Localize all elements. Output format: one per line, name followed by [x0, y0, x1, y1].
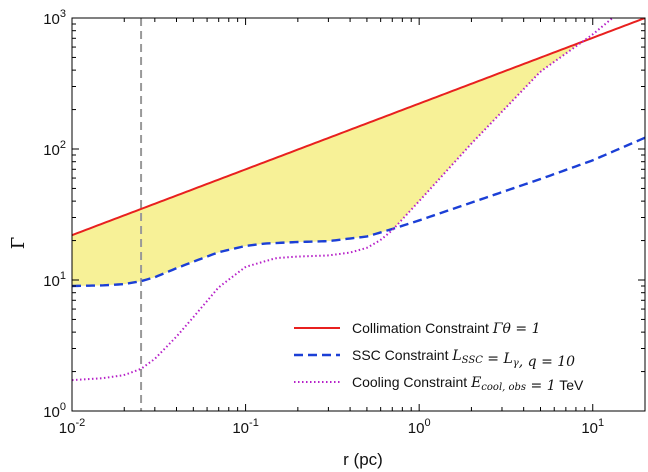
- x-tick-label: 10-2: [59, 417, 85, 437]
- legend-math-1: Γθ = 1: [492, 321, 541, 337]
- plot-area: [72, 18, 645, 411]
- axes: 10-2 10-1 100 101 100 101 102 103: [43, 8, 646, 437]
- y-tick-label: 103: [43, 8, 66, 28]
- y-tick-label: 101: [43, 270, 66, 290]
- legend-label-2: SSC Constraint LSSC = Lγ, q = 10: [352, 347, 575, 370]
- series-line-1: [72, 18, 645, 237]
- legend-math-3: Ecool, obs = 1: [470, 375, 556, 394]
- series-line-2: [72, 136, 645, 288]
- legend-label-1: Collimation Constraint Γθ = 1: [352, 320, 541, 337]
- y-axis-label: Γ: [8, 237, 29, 250]
- x-axis-label: r (pc): [343, 450, 383, 469]
- legend-label-3: Cooling Constraint Ecool, obs = 1 TeV: [352, 374, 584, 394]
- x-tick-label: 10-1: [232, 417, 258, 437]
- x-tick-label: 101: [581, 417, 604, 437]
- y-tick-label: 102: [43, 139, 66, 159]
- legend-math-2: LSSC = Lγ, q = 10: [451, 348, 575, 370]
- x-tick-label: 100: [408, 417, 431, 437]
- allowed-region-fill: [72, 42, 581, 286]
- legend: Collimation Constraint Γθ = 1 SSC Constra…: [294, 320, 584, 394]
- plot-frame: [71, 17, 646, 412]
- y-tick-label: 100: [43, 401, 66, 421]
